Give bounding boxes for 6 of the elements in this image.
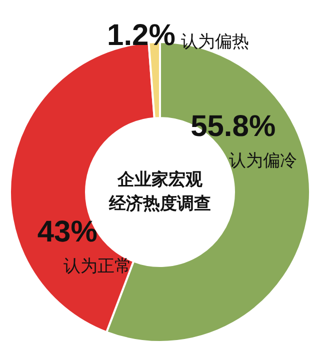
slice-label: 认为正常 (63, 256, 132, 277)
data-label: 55.8% (190, 110, 276, 143)
text: 企业家宏观经济热度调查 (109, 170, 211, 214)
data-label: 43% (37, 216, 98, 249)
data-label: 1.2% (107, 19, 176, 52)
slice-label: 认为偏冷 (229, 150, 298, 171)
